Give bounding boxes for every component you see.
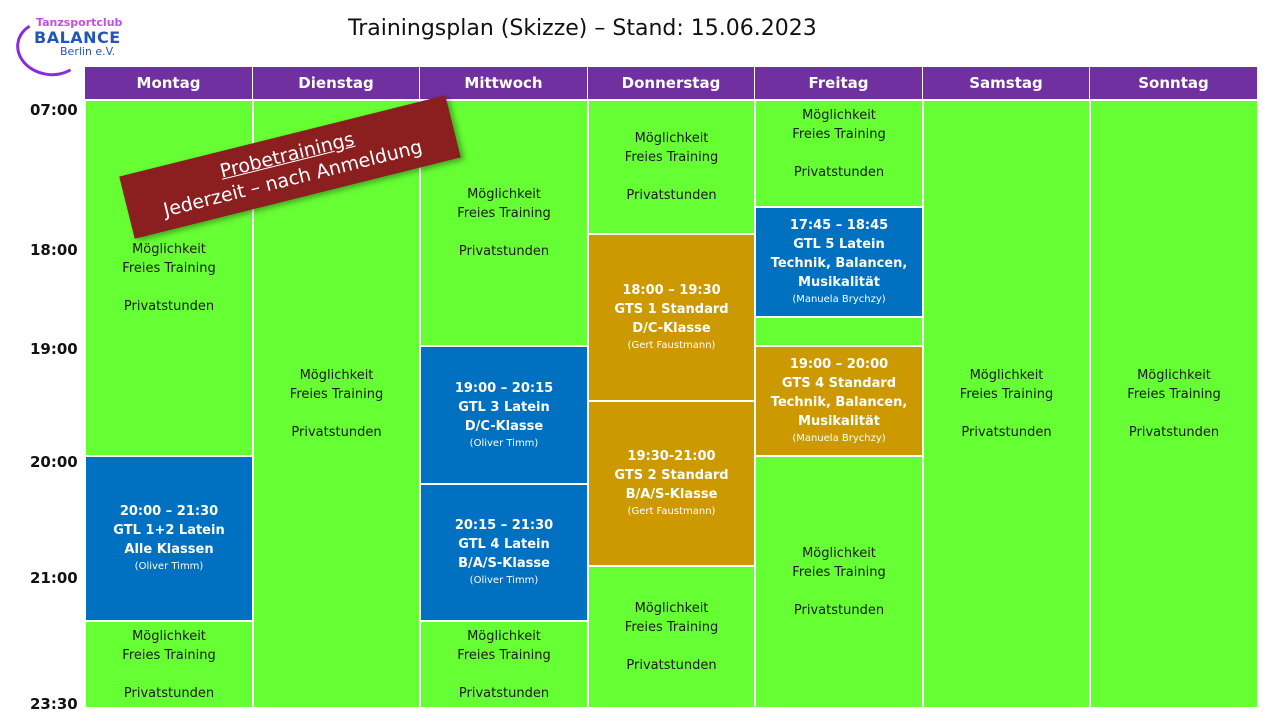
class-time: 17:45 – 18:45 (789, 218, 889, 233)
free-label: Möglichkeit (634, 131, 709, 146)
free-training-block: Möglichkeit Freies Training Privatstunde… (85, 621, 253, 708)
free-label: Privatstunden (793, 603, 885, 618)
free-label: Möglichkeit (969, 368, 1044, 383)
class-block-gts-2: 19:30-21:00 GTS 2 Standard B/A/S-Klasse … (588, 401, 755, 566)
free-training-block: Möglichkeit Freies Training Privatstunde… (1090, 100, 1258, 708)
day-header-tuesday: Dienstag (253, 67, 420, 99)
free-label: Möglichkeit (467, 629, 541, 644)
class-trainer: (Oliver Timm) (469, 575, 539, 586)
day-header-monday: Montag (85, 67, 253, 99)
free-label: Freies Training (289, 387, 384, 402)
class-block-gtl-5: 17:45 – 18:45 GTL 5 Latein Technik, Bala… (755, 207, 923, 317)
free-label: Freies Training (624, 620, 719, 635)
class-trainer: (Oliver Timm) (469, 437, 539, 449)
free-label: Freies Training (457, 648, 551, 663)
class-level: D/C-Klasse (464, 418, 544, 434)
free-label: Privatstunden (123, 686, 215, 701)
page-title: Trainingsplan (Skizze) – Stand: 15.06.20… (348, 16, 817, 41)
free-label: Privatstunden (626, 188, 717, 203)
class-name: GTS 2 Standard (614, 468, 729, 483)
club-logo: Tanzsportclub BALANCE Berlin e.V. (11, 14, 144, 82)
free-label: Privatstunden (793, 165, 885, 180)
free-label: Möglichkeit (802, 108, 876, 123)
free-label: Privatstunden (961, 425, 1052, 440)
free-label: Privatstunden (458, 686, 550, 701)
free-label: Möglichkeit (299, 368, 374, 383)
class-level: Musikalität (798, 275, 880, 290)
class-level: Technik, Balancen, (770, 256, 908, 271)
class-level: D/C-Klasse (632, 321, 711, 336)
free-label: Freies Training (792, 565, 886, 580)
free-label: Freies Training (457, 206, 551, 221)
day-header-friday: Freitag (755, 67, 923, 99)
free-label: Möglichkeit (802, 546, 876, 561)
class-name: GTL 1+2 Latein (113, 523, 225, 538)
class-trainer: (Gert Faustmann) (627, 340, 716, 351)
free-label: Möglichkeit (132, 629, 206, 644)
class-trainer: (Manuela Brychzy) (792, 433, 886, 444)
class-trainer: (Manuela Brychzy) (792, 294, 886, 305)
free-label: Freies Training (624, 150, 719, 165)
class-name: GTL 5 Latein (793, 237, 885, 252)
class-level: B/A/S-Klasse (458, 556, 550, 571)
time-label: 18:00 (30, 241, 78, 259)
class-level: Technik, Balancen, (770, 395, 908, 410)
class-time: 18:00 – 19:30 (622, 283, 721, 298)
free-label: Möglichkeit (467, 187, 541, 202)
free-label: Möglichkeit (634, 601, 709, 616)
free-training-block: Möglichkeit Freies Training Privatstunde… (755, 456, 923, 708)
time-label: 21:00 (30, 569, 78, 587)
day-header-thursday: Donnerstag (588, 67, 755, 99)
day-header-sunday: Sonntag (1090, 67, 1258, 99)
class-time: 19:00 – 20:15 (454, 380, 554, 396)
day-header-saturday: Samstag (923, 67, 1090, 99)
free-label: Möglichkeit (132, 242, 206, 257)
free-label: Privatstunden (626, 658, 717, 673)
class-name: GTS 1 Standard (614, 302, 729, 317)
class-name: GTS 4 Standard (781, 376, 897, 391)
class-block-gtl-3: 19:00 – 20:15 GTL 3 Latein D/C-Klasse (O… (420, 346, 588, 484)
day-header-wednesday: Mittwoch (420, 67, 588, 99)
free-training-block: Möglichkeit Freies Training Privatstunde… (588, 566, 755, 708)
time-label: 20:00 (30, 453, 78, 471)
free-gap-block (755, 317, 923, 346)
free-label: Möglichkeit (1137, 368, 1211, 383)
free-training-block: Möglichkeit Freies Training Privatstunde… (420, 621, 588, 708)
class-time: 20:00 – 21:30 (119, 504, 219, 519)
class-name: GTL 3 Latein (458, 399, 550, 415)
logo-line-main: BALANCE (34, 28, 121, 47)
free-training-block: Möglichkeit Freies Training Privatstunde… (85, 100, 253, 456)
free-label: Freies Training (959, 387, 1054, 402)
free-label: Freies Training (122, 261, 216, 276)
class-level: Alle Klassen (124, 542, 214, 557)
time-label: 23:30 (30, 695, 78, 713)
class-time: 19:30-21:00 (627, 449, 716, 464)
free-training-block: Möglichkeit Freies Training Privatstunde… (923, 100, 1090, 708)
free-label: Privatstunden (291, 425, 382, 440)
free-label: Privatstunden (123, 299, 215, 314)
free-label: Freies Training (122, 648, 216, 663)
class-block-gts-4: 19:00 – 20:00 GTS 4 Standard Technik, Ba… (755, 346, 923, 456)
time-label: 19:00 (30, 340, 78, 358)
class-time: 19:00 – 20:00 (789, 357, 889, 372)
class-trainer: (Oliver Timm) (134, 561, 204, 572)
class-trainer: (Gert Faustmann) (627, 506, 716, 517)
class-name: GTL 4 Latein (458, 537, 550, 552)
logo-line-bottom: Berlin e.V. (60, 45, 116, 58)
class-block-gtl-1-2: 20:00 – 21:30 GTL 1+2 Latein Alle Klasse… (85, 456, 253, 621)
class-level: B/A/S-Klasse (625, 487, 718, 502)
free-training-block: Möglichkeit Freies Training Privatstunde… (755, 100, 923, 207)
free-label: Privatstunden (1128, 425, 1220, 440)
free-label: Freies Training (1127, 387, 1221, 402)
class-time: 20:15 – 21:30 (454, 518, 554, 533)
time-label: 07:00 (30, 101, 78, 119)
class-block-gtl-4: 20:15 – 21:30 GTL 4 Latein B/A/S-Klasse … (420, 484, 588, 621)
free-label: Privatstunden (458, 244, 550, 259)
free-training-block: Möglichkeit Freies Training Privatstunde… (588, 100, 755, 234)
free-label: Freies Training (792, 127, 886, 142)
logo-line-top: Tanzsportclub (36, 16, 123, 29)
class-block-gts-1: 18:00 – 19:30 GTS 1 Standard D/C-Klasse … (588, 234, 755, 401)
class-level: Musikalität (798, 414, 880, 429)
